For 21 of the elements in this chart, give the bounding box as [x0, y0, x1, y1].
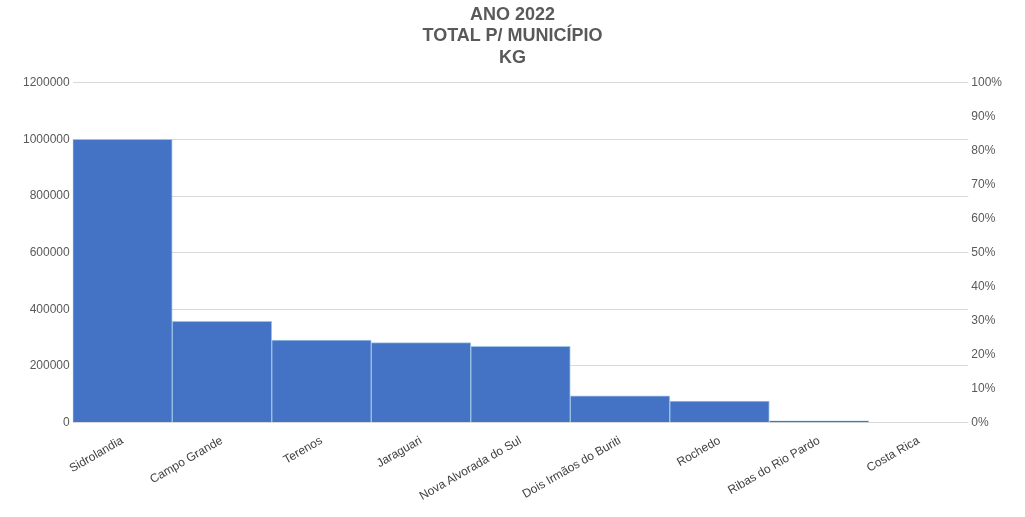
x-tick-label: Costa Rica — [863, 432, 922, 475]
y-tick-label: 600000 — [29, 244, 71, 259]
y2-tick-label: 100% — [971, 75, 1003, 90]
y2-tick-label: 50% — [971, 244, 996, 259]
y2-tick-label: 60% — [971, 210, 996, 225]
y2-tick-label: 30% — [971, 312, 996, 327]
chart-title: ANO 2022 TOTAL P/ MUNICÍPIO KG — [422, 3, 603, 67]
y-tick-label: 200000 — [29, 358, 71, 373]
y2-tick-label: 20% — [971, 346, 996, 361]
y2-tick-label: 0% — [971, 414, 989, 429]
y-tick-label: 800000 — [29, 188, 71, 203]
y-tick-label: 0 — [63, 414, 71, 429]
y-tick-label: 400000 — [29, 301, 71, 316]
y-tick-label: 1000000 — [23, 131, 71, 146]
y2-tick-label: 10% — [971, 380, 996, 395]
y2-tick-label: 90% — [971, 109, 996, 124]
x-tick-label: Ribas do Rio Pardo — [725, 432, 823, 498]
y2-tick-label: 40% — [971, 278, 996, 293]
y2-tick-label: 70% — [971, 177, 996, 192]
y2-tick-label: 80% — [971, 143, 996, 158]
y-tick-label: 1200000 — [23, 75, 71, 90]
